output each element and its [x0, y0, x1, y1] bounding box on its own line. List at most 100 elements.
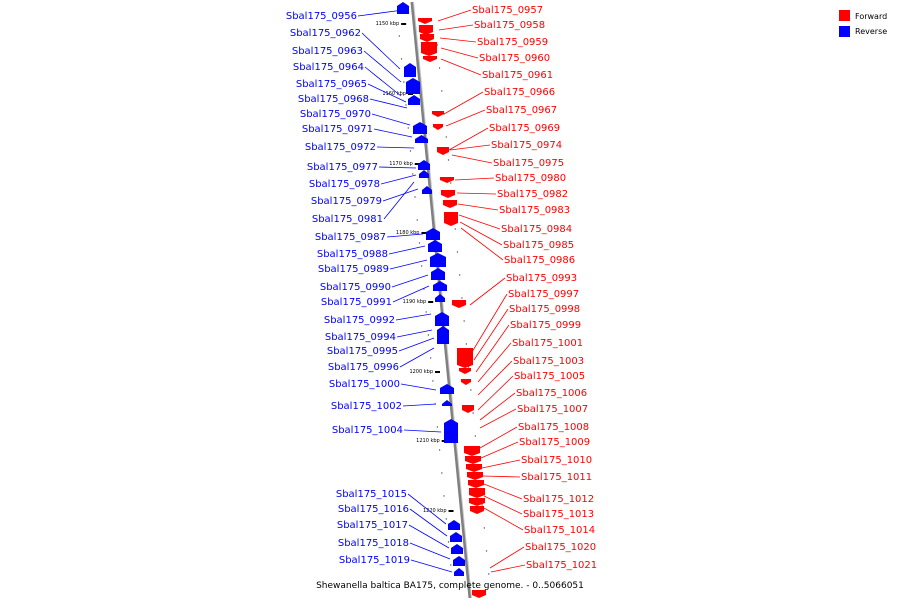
- gene-label-sbal175-0995: Sbal175_0995: [327, 346, 398, 357]
- reverse-gene-leader: [383, 181, 415, 220]
- gene-label-sbal175-0982: Sbal175_0982: [497, 189, 568, 200]
- gene-label-sbal175-0983: Sbal175_0983: [499, 205, 570, 216]
- gene-label-sbal175-0965: Sbal175_0965: [296, 79, 367, 90]
- track-dot: [429, 357, 432, 359]
- gene-label-sbal175-1000: Sbal175_1000: [329, 379, 400, 390]
- reverse-gene-glyph: [397, 2, 409, 14]
- track-dot: [465, 343, 468, 345]
- track-dot: [474, 435, 477, 437]
- reverse-gene-glyph: [442, 400, 452, 406]
- track-dot: [443, 495, 445, 497]
- track-dot: [400, 58, 403, 60]
- reverse-gene-glyph: [422, 186, 432, 194]
- track-dot: [458, 274, 461, 276]
- gene-label-sbal175-0959: Sbal175_0959: [477, 37, 548, 48]
- track-dot: [450, 564, 452, 566]
- track-dot: [488, 573, 490, 575]
- forward-gene-glyph: [421, 42, 437, 56]
- gene-label-sbal175-1001: Sbal175_1001: [512, 338, 583, 349]
- track-dot: [485, 550, 488, 552]
- track-dot: [456, 251, 459, 253]
- reverse-gene-leader: [367, 83, 407, 103]
- track-dot: [441, 472, 443, 474]
- forward-gene-leader: [482, 475, 521, 478]
- reverse-gene-glyph: [451, 544, 463, 554]
- reverse-gene-leader: [361, 32, 401, 70]
- reverse-gene-leader: [409, 508, 448, 537]
- reverse-gene-leader: [357, 9, 404, 17]
- reverse-gene-leader: [398, 337, 435, 352]
- gene-label-sbal175-0970: Sbal175_0970: [300, 109, 371, 120]
- forward-gene-leader: [443, 91, 484, 115]
- reverse-gene-leader: [363, 50, 402, 83]
- forward-gene-leader: [456, 192, 497, 195]
- legend-reverse-label: Reverse: [855, 27, 887, 36]
- reverse-gene-glyph: [435, 312, 449, 326]
- gene-label-sbal175-0986: Sbal175_0986: [504, 255, 575, 266]
- reverse-gene-leader: [396, 329, 433, 338]
- gene-label-sbal175-1006: Sbal175_1006: [516, 388, 587, 399]
- scale-tick-label: 1210 kbp: [416, 438, 440, 444]
- track-dot: [463, 320, 465, 322]
- reverse-gene-leader: [380, 174, 417, 185]
- forward-gene-leader: [449, 144, 491, 151]
- gene-label-sbal175-1015: Sbal175_1015: [336, 489, 407, 500]
- forward-gene-leader: [445, 109, 486, 127]
- gene-label-sbal175-1004: Sbal175_1004: [332, 425, 403, 436]
- reverse-gene-glyph: [454, 568, 464, 576]
- gene-label-sbal175-0984: Sbal175_0984: [501, 224, 572, 235]
- reverse-gene-leader: [399, 347, 435, 368]
- gene-label-sbal175-1017: Sbal175_1017: [337, 520, 408, 531]
- track-dot: [427, 334, 430, 336]
- forward-gene-glyph: [462, 405, 474, 413]
- gene-label-sbal175-0957: Sbal175_0957: [472, 5, 543, 16]
- track-dot: [472, 412, 474, 414]
- scale-tick-mark: [448, 510, 454, 512]
- track-dot: [405, 104, 407, 106]
- reverse-gene-glyph: [419, 170, 429, 178]
- gene-label-sbal175-1003: Sbal175_1003: [513, 356, 584, 367]
- reverse-gene-glyph: [444, 419, 458, 443]
- gene-label-sbal175-0980: Sbal175_0980: [495, 173, 566, 184]
- gene-label-sbal175-0992: Sbal175_0992: [324, 315, 395, 326]
- reverse-gene-leader: [369, 98, 408, 109]
- gene-label-sbal175-0962: Sbal175_0962: [290, 28, 361, 39]
- forward-gene-glyph: [432, 111, 444, 117]
- forward-gene-leader: [483, 483, 523, 500]
- reverse-gene-leader: [407, 493, 447, 525]
- forward-gene-leader: [458, 214, 501, 230]
- track-dot: [418, 242, 421, 244]
- legend-reverse-swatch: [839, 26, 850, 37]
- scale-tick-mark: [435, 371, 441, 373]
- track-dot: [447, 541, 450, 543]
- reverse-gene-glyph: [435, 294, 445, 302]
- gene-label-sbal175-0991: Sbal175_0991: [321, 297, 392, 308]
- scale-tick-label: 1220 kbp: [423, 508, 447, 514]
- gene-label-sbal175-0990: Sbal175_0990: [320, 282, 391, 293]
- forward-gene-leader: [483, 495, 523, 515]
- reverse-gene-leader: [400, 383, 437, 391]
- scale-tick-mark: [414, 163, 420, 165]
- track-dot: [461, 297, 463, 299]
- forward-gene-glyph: [433, 124, 443, 130]
- reverse-gene-leader: [409, 542, 451, 560]
- scale-tick-mark: [428, 301, 434, 303]
- reverse-gene-leader: [371, 113, 411, 126]
- track-dot: [398, 35, 401, 37]
- track-dot: [454, 228, 456, 230]
- gene-label-sbal175-0971: Sbal175_0971: [302, 124, 373, 135]
- forward-gene-leader: [477, 375, 514, 411]
- reverse-gene-glyph: [440, 384, 454, 394]
- gene-label-sbal175-1019: Sbal175_1019: [339, 555, 410, 566]
- gene-label-sbal175-0958: Sbal175_0958: [474, 20, 545, 31]
- track-dot: [420, 265, 423, 267]
- track-dot: [483, 527, 486, 529]
- legend-forward-label: Forward: [855, 12, 887, 21]
- scale-ticks: 1150 kbp 1160 kbp 1170 kbp 1180 kbp 1190 kbp…: [376, 21, 490, 575]
- forward-gene-glyph: [443, 200, 457, 208]
- forward-gene-leader: [479, 408, 517, 429]
- forward-gene-leader: [438, 24, 474, 31]
- reverse-gene-glyph: [408, 95, 420, 105]
- track-dot: [441, 90, 443, 92]
- scale-tick-label: 1200 kbp: [409, 369, 433, 375]
